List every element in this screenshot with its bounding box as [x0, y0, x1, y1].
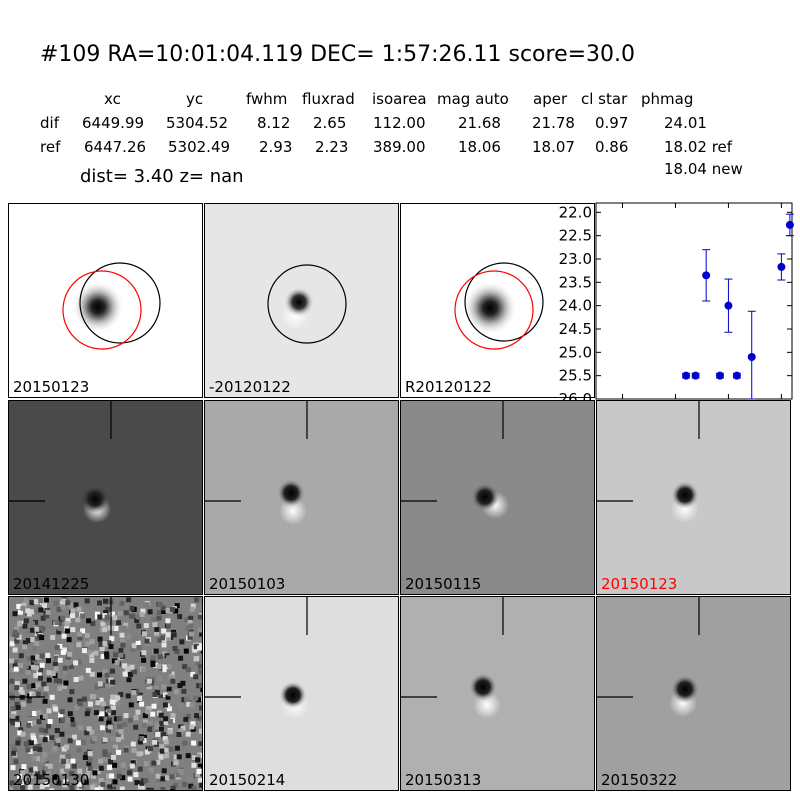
row-value: 18.06	[458, 138, 501, 156]
epoch-stamp-image	[401, 597, 504, 719]
black-aperture-circle	[267, 264, 347, 344]
data-point	[691, 371, 700, 380]
epoch-stamp: 20150214	[204, 596, 399, 791]
epoch-stamp-image	[9, 401, 112, 523]
row-value: 2.93	[259, 138, 293, 156]
column-header: fwhm	[246, 90, 288, 108]
row-value: 8.12	[257, 114, 291, 132]
row-value: 389.00	[373, 138, 426, 156]
stamp-ref-image	[401, 204, 594, 397]
column-header: phmag	[641, 90, 694, 108]
row-value: 24.01	[664, 114, 707, 132]
row-value: 18.07	[532, 138, 575, 156]
data-point	[724, 301, 733, 310]
row-value: 18.02 ref	[664, 138, 733, 156]
epoch-stamp-image	[597, 401, 700, 523]
epoch-stamp: 20150322	[596, 596, 791, 791]
data-point	[747, 353, 756, 361]
row-label: dif	[40, 114, 59, 132]
dist-z-line: dist= 3.40 z= nan	[80, 166, 244, 187]
stamp-label: -20120122	[209, 378, 291, 396]
column-header: isoarea	[372, 90, 427, 108]
column-header: aper	[533, 90, 568, 108]
phmag-new: 18.04 new	[664, 160, 743, 178]
epoch-label: 20150103	[209, 575, 286, 593]
column-header: cl star	[581, 90, 628, 108]
epoch-label: 20150214	[209, 771, 286, 789]
epoch-stamp-image	[205, 401, 308, 525]
row-value: 0.97	[595, 114, 629, 132]
row-label: ref	[40, 138, 61, 156]
epoch-label: 20150115	[405, 575, 482, 593]
column-header: mag auto	[437, 90, 509, 108]
row-value: 6449.99	[82, 114, 145, 132]
row-value: 5302.49	[168, 138, 231, 156]
data-point	[785, 220, 794, 229]
stamp-ref: R20120122	[400, 203, 595, 398]
row-value: 5304.52	[166, 114, 229, 132]
epoch-stamp: 20150313	[400, 596, 595, 791]
epoch-stamp-image	[401, 401, 509, 519]
stamp-label: R20120122	[405, 378, 492, 396]
epoch-label: 20150322	[601, 771, 678, 789]
black-aperture-circle	[464, 262, 544, 342]
diff-blob	[284, 287, 314, 317]
data-point	[715, 371, 724, 380]
epoch-label: 20141225	[13, 575, 90, 593]
epoch-stamp: 20150123	[596, 400, 791, 595]
epoch-stamp: 20150130	[8, 596, 203, 791]
stamp-new-image	[9, 204, 202, 397]
row-value: 112.00	[373, 114, 426, 132]
epoch-label: 20150130	[13, 771, 90, 789]
star-blob	[72, 281, 124, 333]
epoch-label: 20150313	[405, 771, 482, 789]
epoch-stamp-image	[597, 597, 700, 717]
stamp-label: 20150123	[13, 378, 90, 396]
epoch-label: 20150123	[601, 575, 678, 593]
data-point	[702, 271, 711, 280]
stamp-diff-image	[205, 204, 398, 397]
red-aperture-circle	[62, 270, 142, 350]
epoch-stamp-image	[9, 597, 202, 790]
plot-frame	[595, 202, 793, 400]
red-aperture-circle	[454, 270, 534, 350]
stamp-diff: -20120122	[204, 203, 399, 398]
star-blob	[463, 281, 517, 335]
data-point	[732, 371, 741, 380]
epoch-stamp: 20150115	[400, 400, 595, 595]
data-point	[682, 371, 691, 380]
row-value: 0.86	[595, 138, 629, 156]
column-header: fluxrad	[302, 90, 355, 108]
epoch-stamp: 20150103	[204, 400, 399, 595]
row-value: 6447.26	[84, 138, 147, 156]
candidate-title: #109 RA=10:01:04.119 DEC= 1:57:26.11 sco…	[40, 42, 636, 67]
epoch-stamp-image	[205, 597, 309, 719]
row-value: 2.65	[313, 114, 347, 132]
black-aperture-circle	[79, 262, 161, 344]
row-value: 21.78	[532, 114, 575, 132]
column-header: yc	[186, 90, 204, 108]
epoch-stamp: 20141225	[8, 400, 203, 595]
data-point	[777, 262, 786, 271]
row-value: 2.23	[315, 138, 349, 156]
row-value: 21.68	[458, 114, 501, 132]
stamp-new: 20150123	[8, 203, 203, 398]
column-header: xc	[104, 90, 121, 108]
